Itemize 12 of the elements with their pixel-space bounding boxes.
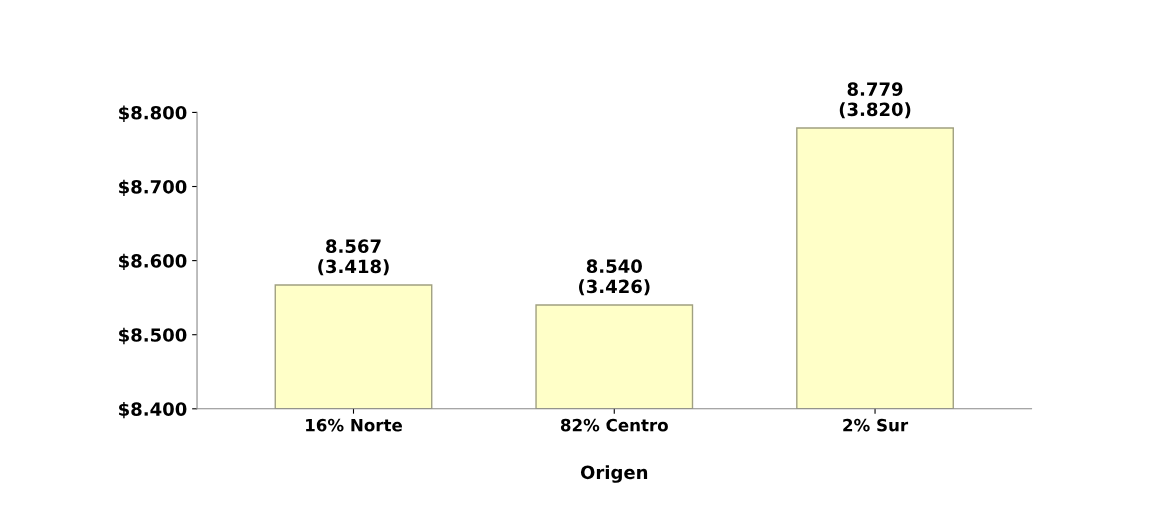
data-label: 8.567 (3.418) (318, 239, 389, 276)
x-axis-title: Origen (580, 465, 648, 483)
y-tick-label: $8.400 (119, 401, 187, 419)
data-label: 8.540 (3.426) (579, 259, 650, 296)
data-label: 8.779 (3.820) (839, 82, 911, 119)
y-tick-label: $8.500 (119, 327, 187, 345)
x-tick-label: 2% Sur (843, 418, 909, 432)
y-tick-label: $8.800 (119, 105, 187, 122)
x-tick-label: 82% Centro (560, 418, 668, 432)
x-tick-label: 16% Norte (306, 418, 402, 432)
y-tick-label: $8.700 (119, 179, 187, 197)
y-tick-label: $8.600 (119, 253, 187, 271)
